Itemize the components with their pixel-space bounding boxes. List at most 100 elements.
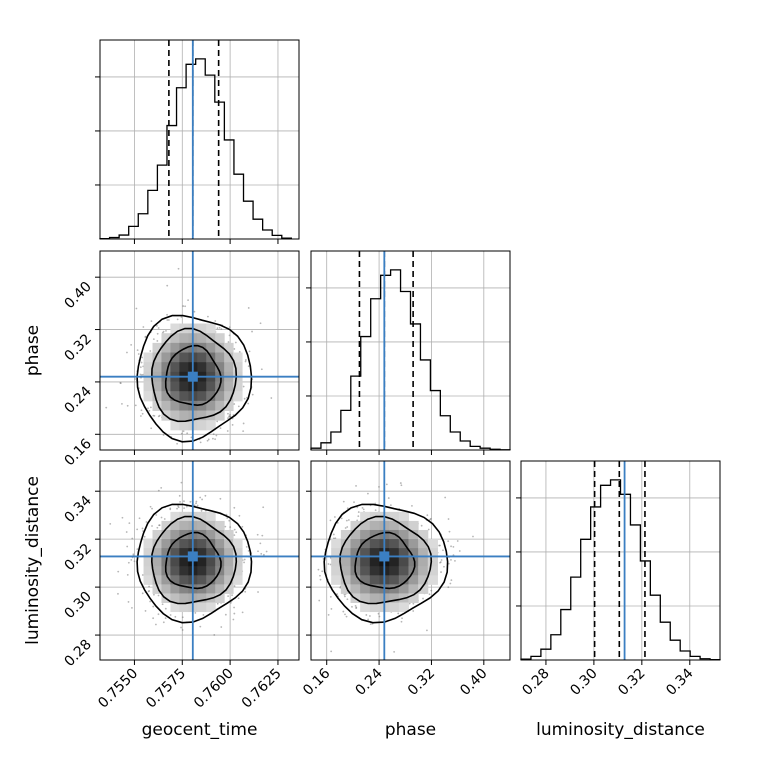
density-cell	[143, 557, 154, 567]
density-cell	[170, 602, 180, 613]
sample-point	[147, 407, 149, 410]
sample-point	[340, 517, 343, 520]
sample-point	[161, 331, 164, 334]
sample-point	[183, 507, 186, 510]
x-tick-label-phase: 0.40	[457, 666, 490, 699]
sample-point	[389, 504, 392, 507]
sample-point	[226, 430, 229, 432]
x-tick-label-luminosity_distance: 0.32	[615, 666, 648, 699]
density-cell	[197, 362, 207, 373]
density-cell	[206, 584, 216, 594]
density-cell	[179, 362, 189, 373]
sample-point	[369, 615, 371, 617]
x-tick-label-luminosity_distance: 0.34	[663, 665, 696, 698]
density-cell	[340, 529, 351, 540]
density-cell	[389, 520, 400, 531]
sample-point	[141, 592, 144, 595]
sample-point	[194, 612, 197, 614]
sample-point	[238, 351, 241, 353]
sample-point	[228, 334, 231, 337]
sample-point	[216, 327, 219, 330]
density-cell	[170, 548, 180, 558]
sample-point	[207, 315, 209, 318]
x-tick-label-luminosity_distance: 0.28	[519, 666, 552, 699]
sample-point	[207, 438, 210, 441]
sample-point	[339, 586, 342, 589]
sample-point	[157, 594, 160, 597]
sample-point	[346, 598, 349, 601]
y-axis-label-phase: phase	[23, 325, 43, 376]
sample-point	[450, 558, 452, 561]
panel-frame	[310, 250, 511, 451]
density-cell	[179, 566, 189, 576]
sample-point	[454, 559, 456, 562]
x-tick-label-geocent_time: 0.7600	[191, 666, 237, 712]
sample-point	[216, 420, 219, 423]
sample-point	[157, 489, 160, 492]
sample-point	[153, 593, 155, 596]
sample-point	[212, 433, 215, 436]
sample-point	[140, 361, 143, 364]
density-cell	[389, 511, 400, 522]
density-cell	[206, 557, 216, 567]
sample-point	[426, 514, 429, 517]
density-cell	[369, 575, 380, 585]
sample-point	[136, 528, 139, 531]
sample-point	[443, 565, 445, 568]
sample-point	[149, 406, 152, 409]
sample-point	[377, 612, 380, 615]
density-cell	[233, 566, 243, 576]
hist-panel-geocent_time	[95, 39, 300, 244]
panel-background	[311, 251, 510, 450]
density-cell	[224, 566, 234, 576]
density-cell	[170, 381, 180, 392]
sample-point	[411, 504, 413, 507]
sample-point	[149, 350, 152, 352]
sample-point	[362, 508, 365, 511]
density-cell	[331, 557, 342, 567]
sample-point	[259, 322, 262, 325]
sample-point	[356, 519, 359, 522]
density-cell	[206, 342, 216, 354]
sample-point	[174, 615, 177, 618]
sample-point	[233, 534, 236, 537]
sample-point	[447, 562, 450, 565]
sample-point	[355, 485, 357, 487]
sample-point	[119, 382, 122, 384]
sample-point	[140, 409, 143, 412]
sample-point	[458, 550, 461, 552]
density-cell	[398, 566, 409, 576]
sample-point	[244, 359, 247, 361]
sample-point	[318, 599, 321, 602]
sample-point	[179, 500, 181, 503]
density-cell	[179, 602, 189, 613]
sample-point	[447, 586, 450, 589]
sample-point	[157, 327, 160, 329]
density-cell	[143, 381, 154, 392]
density-cell	[398, 511, 409, 522]
panel-frame	[310, 460, 511, 661]
sample-point	[165, 329, 167, 332]
sample-point	[347, 519, 350, 521]
sample-point	[361, 506, 364, 509]
sample-point	[158, 524, 161, 527]
y-tick-label-luminosity_distance: 0.28	[61, 637, 94, 670]
density-cell	[197, 548, 207, 558]
sample-point	[182, 305, 185, 307]
density-cell	[170, 410, 180, 421]
density-cell	[197, 400, 207, 412]
sample-point	[428, 593, 431, 596]
sample-point	[231, 594, 233, 597]
sample-point	[430, 589, 433, 592]
sample-point	[148, 409, 151, 412]
sample-point	[412, 602, 415, 605]
sample-point	[228, 519, 231, 522]
density-cell	[170, 575, 180, 585]
density-cell	[179, 575, 189, 585]
sample-point	[180, 481, 183, 484]
sample-point	[195, 502, 197, 505]
sample-point	[238, 514, 241, 517]
density-cell	[340, 575, 351, 585]
sample-point	[201, 498, 203, 501]
sample-point	[156, 526, 159, 529]
